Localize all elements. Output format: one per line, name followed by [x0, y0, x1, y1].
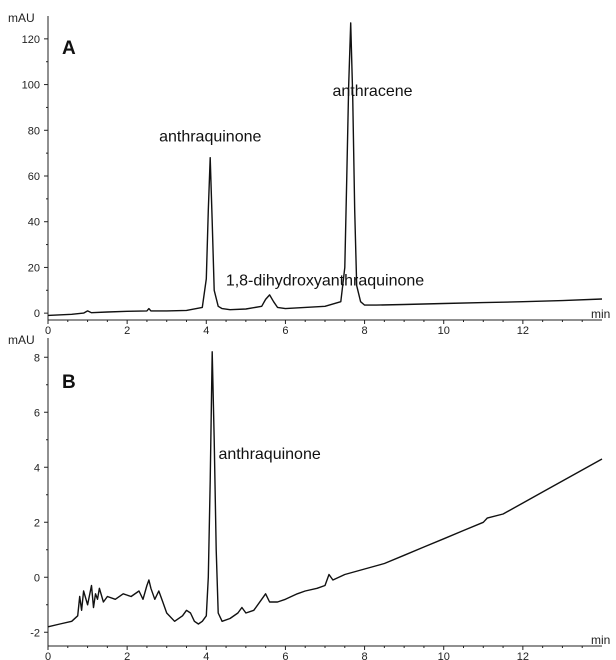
- chromatogram-trace: [47, 351, 603, 628]
- peak-label: 1,8-dihydroxyanthraquinone: [226, 273, 424, 290]
- x-tick-label: 0: [45, 651, 51, 660]
- panel-letter: B: [62, 372, 76, 393]
- x-axis-unit: min: [591, 633, 610, 647]
- x-tick-label: 12: [517, 651, 529, 660]
- x-tick-label: 6: [282, 325, 288, 337]
- y-tick-label: 8: [34, 352, 40, 364]
- peak-label: anthracene: [332, 83, 412, 100]
- x-tick-label: 10: [438, 325, 450, 337]
- x-tick-label: 2: [124, 651, 130, 660]
- x-tick-label: 8: [362, 325, 368, 337]
- x-tick-label: 4: [203, 651, 209, 660]
- peak-label: anthraquinone: [218, 446, 320, 463]
- x-axis-unit: min: [591, 307, 610, 321]
- peak-label: anthraquinone: [159, 129, 261, 146]
- panel-a: 0 20 40 60 80 100 120 0 2 4 6 8 10 12 mAU min Aanthraqui…: [8, 11, 610, 337]
- y-tick-label: 4: [34, 462, 40, 474]
- x-tick-label: 8: [362, 651, 368, 660]
- y-tick-label: 120: [22, 34, 40, 46]
- x-tick-label: 2: [124, 325, 130, 337]
- x-tick-label: 12: [517, 325, 529, 337]
- y-tick-label: 0: [34, 308, 40, 320]
- y-tick-label: 0: [34, 572, 40, 584]
- y-tick-label: -2: [30, 627, 40, 639]
- y-tick-label: 40: [28, 217, 40, 229]
- y-tick-label: 80: [28, 125, 40, 137]
- y-axis-unit: mAU: [8, 333, 35, 347]
- y-tick-label: 20: [28, 262, 40, 274]
- panel-letter: A: [62, 38, 76, 59]
- y-axis-unit: mAU: [8, 11, 35, 25]
- y-tick-label: 6: [34, 407, 40, 419]
- x-tick-label: 6: [282, 651, 288, 660]
- y-tick-label: 2: [34, 517, 40, 529]
- y-tick-label: 60: [28, 171, 40, 183]
- y-tick-label: 100: [22, 80, 40, 92]
- x-tick-label: 0: [45, 325, 51, 337]
- x-tick-label: 10: [438, 651, 450, 660]
- x-tick-label: 4: [203, 325, 209, 337]
- chromatogram-trace: [47, 22, 603, 317]
